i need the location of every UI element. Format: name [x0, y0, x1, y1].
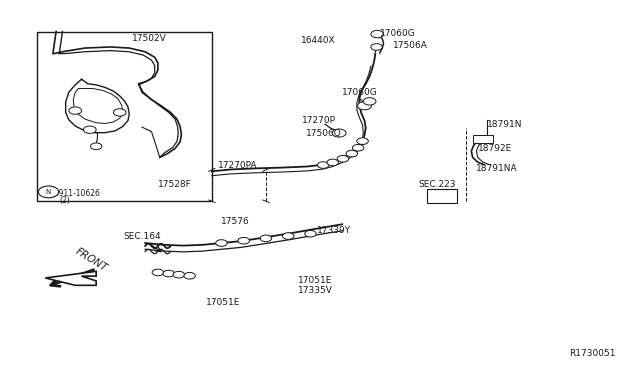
Bar — [37, 32, 212, 201]
Circle shape — [327, 159, 339, 166]
Circle shape — [332, 129, 346, 137]
Text: 17335V: 17335V — [298, 286, 333, 295]
Text: 17051E: 17051E — [298, 276, 332, 285]
Text: R1730051: R1730051 — [569, 349, 616, 358]
Circle shape — [83, 126, 96, 134]
Bar — [427, 189, 458, 202]
Text: 17270PA: 17270PA — [218, 161, 258, 170]
Polygon shape — [45, 271, 96, 285]
Text: 17060G: 17060G — [380, 29, 416, 38]
Text: (2): (2) — [60, 196, 70, 205]
Text: 16440X: 16440X — [301, 36, 335, 45]
Circle shape — [358, 102, 371, 110]
Text: 17270P: 17270P — [302, 116, 336, 125]
Circle shape — [113, 109, 126, 116]
Circle shape — [337, 155, 349, 162]
Circle shape — [184, 272, 195, 279]
Text: 17576: 17576 — [221, 217, 250, 225]
Circle shape — [364, 98, 376, 105]
Text: 17528F: 17528F — [158, 180, 191, 189]
Text: 17051E: 17051E — [205, 298, 240, 307]
Circle shape — [353, 144, 364, 151]
Circle shape — [371, 31, 383, 38]
Circle shape — [69, 107, 81, 114]
Circle shape — [238, 237, 250, 244]
Circle shape — [163, 270, 174, 277]
Bar — [472, 135, 493, 142]
Circle shape — [152, 269, 164, 276]
Text: 17506Q: 17506Q — [306, 129, 342, 138]
Text: SEC.223: SEC.223 — [419, 180, 456, 189]
Circle shape — [346, 150, 358, 157]
Text: 18791NA: 18791NA — [476, 164, 517, 173]
Text: 17502V: 17502V — [132, 34, 167, 43]
Text: 17339Y: 17339Y — [317, 226, 351, 235]
Text: 18791N: 18791N — [486, 120, 522, 129]
Text: 08911-10626: 08911-10626 — [50, 189, 100, 198]
Text: SEC.164: SEC.164 — [123, 232, 161, 241]
Text: N: N — [45, 189, 51, 195]
Circle shape — [357, 138, 369, 144]
Circle shape — [38, 186, 59, 198]
Text: 17060G: 17060G — [342, 88, 378, 97]
Circle shape — [317, 162, 329, 169]
Text: 17506A: 17506A — [393, 41, 428, 50]
Circle shape — [90, 143, 102, 150]
Circle shape — [282, 233, 294, 239]
Circle shape — [371, 44, 382, 50]
Text: FRONT: FRONT — [74, 246, 109, 273]
Circle shape — [260, 235, 271, 242]
Text: 18792E: 18792E — [477, 144, 512, 153]
Circle shape — [305, 230, 316, 237]
Circle shape — [216, 240, 227, 246]
Circle shape — [173, 271, 184, 278]
